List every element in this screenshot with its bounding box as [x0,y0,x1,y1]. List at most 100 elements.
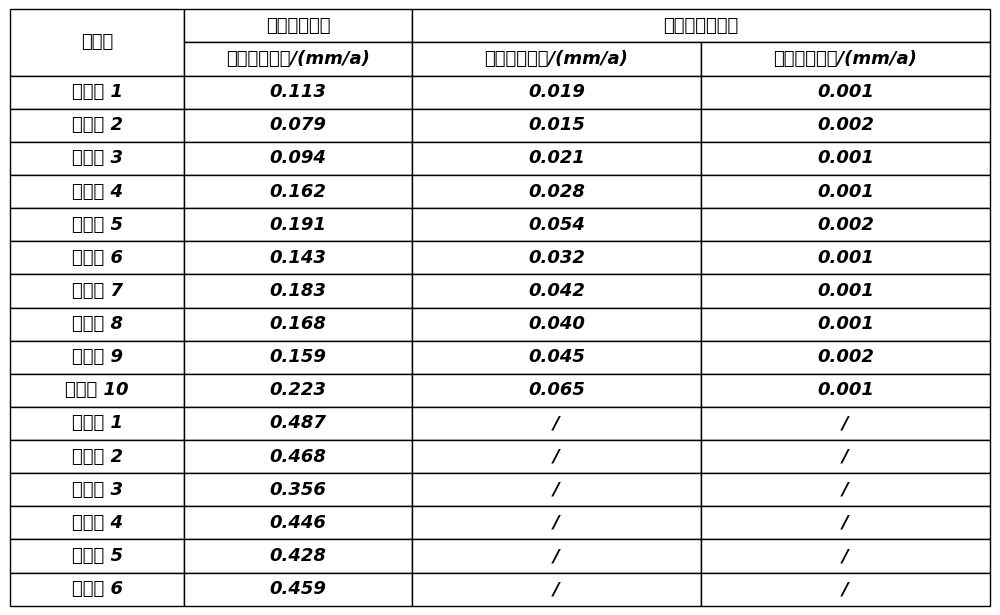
Text: 0.001: 0.001 [817,315,874,333]
Bar [10,539,184,573]
Text: 0.045: 0.045 [528,348,585,366]
Text: /: / [553,580,560,598]
Bar [701,208,990,241]
Bar [412,42,701,76]
Text: 0.001: 0.001 [817,83,874,101]
Bar [701,374,990,407]
Text: 实施例 4: 实施例 4 [72,183,123,200]
Bar [10,142,184,175]
Bar [701,175,990,208]
Bar [184,506,412,539]
Bar [701,42,990,76]
Bar [10,341,184,374]
Text: 0.459: 0.459 [270,580,327,598]
Text: 0.001: 0.001 [817,381,874,399]
Text: 0.021: 0.021 [528,149,585,167]
Text: /: / [553,448,560,466]
Text: 0.159: 0.159 [270,348,327,366]
Text: 0.001: 0.001 [817,183,874,200]
Text: 实施例 7: 实施例 7 [72,282,123,300]
Text: 0.094: 0.094 [270,149,327,167]
Text: 实施例 2: 实施例 2 [72,116,123,134]
Bar [701,76,990,109]
Text: 对比例 2: 对比例 2 [72,448,123,466]
Text: 循环冷却水系统: 循环冷却水系统 [663,17,739,35]
Text: 碳钢腐蚀速率/(mm/a): 碳钢腐蚀速率/(mm/a) [226,50,370,68]
Bar [701,308,990,341]
Text: 0.015: 0.015 [528,116,585,134]
Bar [701,341,990,374]
Text: 0.002: 0.002 [817,216,874,234]
Bar [701,241,990,274]
Bar [412,241,701,274]
Text: 中水输送管道: 中水输送管道 [266,17,330,35]
Text: 0.042: 0.042 [528,282,585,300]
Bar [412,539,701,573]
Text: 实施例 1: 实施例 1 [72,83,123,101]
Bar [184,374,412,407]
Text: 0.113: 0.113 [270,83,327,101]
Bar [412,473,701,506]
Text: 0.487: 0.487 [270,415,327,432]
Bar [412,573,701,606]
Bar [412,374,701,407]
Text: /: / [553,514,560,532]
Text: 实施例 5: 实施例 5 [72,216,123,234]
Bar [701,440,990,473]
Text: 0.191: 0.191 [270,216,327,234]
Bar [184,208,412,241]
Bar [10,573,184,606]
Bar [412,440,701,473]
Text: /: / [842,448,849,466]
Bar [412,208,701,241]
Text: 0.054: 0.054 [528,216,585,234]
Text: /: / [553,547,560,565]
Text: 0.428: 0.428 [270,547,327,565]
Bar [10,9,184,76]
Bar [10,506,184,539]
Text: 0.446: 0.446 [270,514,327,532]
Bar [701,407,990,440]
Bar [10,76,184,109]
Bar [184,175,412,208]
Bar [701,109,990,142]
Text: 实施例 10: 实施例 10 [65,381,129,399]
Text: /: / [553,481,560,499]
Text: /: / [842,514,849,532]
Text: 对比例 3: 对比例 3 [72,481,123,499]
Bar [701,573,990,606]
Text: 0.040: 0.040 [528,315,585,333]
Text: /: / [842,415,849,432]
Text: 实施例 6: 实施例 6 [72,249,123,267]
Bar [10,241,184,274]
Text: /: / [842,481,849,499]
Bar [701,506,990,539]
Bar [412,109,701,142]
Bar [10,407,184,440]
Bar [412,274,701,308]
Bar [184,142,412,175]
Bar [10,208,184,241]
Bar [10,175,184,208]
Text: 实施例 3: 实施例 3 [72,149,123,167]
Bar [10,308,184,341]
Text: 碳钢腐蚀速率/(mm/a): 碳钢腐蚀速率/(mm/a) [484,50,628,68]
Text: 0.065: 0.065 [528,381,585,399]
Text: 0.019: 0.019 [528,83,585,101]
Bar [412,175,701,208]
Text: 实施例 9: 实施例 9 [72,348,123,366]
Text: 0.162: 0.162 [270,183,327,200]
Text: /: / [553,415,560,432]
Text: 对比例 1: 对比例 1 [72,415,123,432]
Bar [10,440,184,473]
Text: 黄铜腐蚀速率/(mm/a): 黄铜腐蚀速率/(mm/a) [774,50,917,68]
Text: /: / [842,580,849,598]
Bar [701,539,990,573]
Bar [10,374,184,407]
Text: 0.001: 0.001 [817,149,874,167]
Bar [184,539,412,573]
Text: 0.002: 0.002 [817,348,874,366]
Bar [412,506,701,539]
Bar [184,9,412,42]
Bar [184,440,412,473]
